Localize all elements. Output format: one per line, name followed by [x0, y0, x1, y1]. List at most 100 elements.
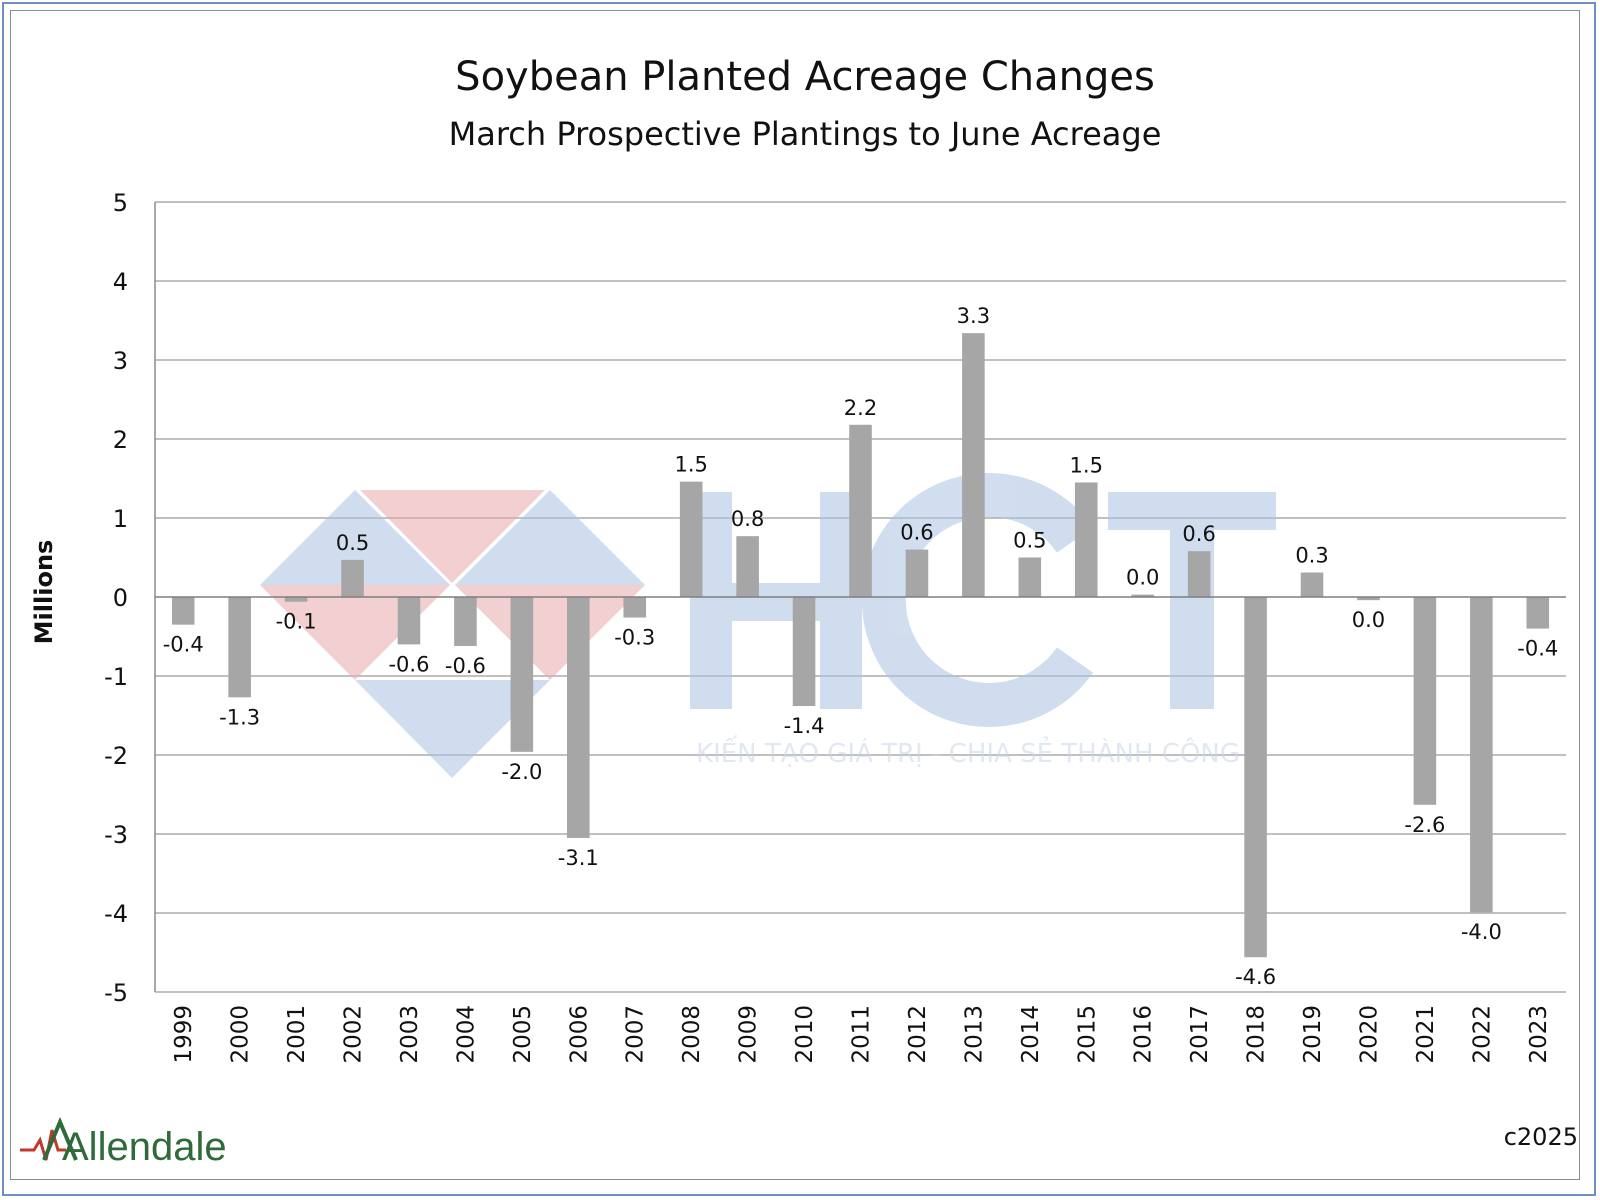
x-tick-label: 2003 [397, 1005, 423, 1064]
bar [567, 597, 590, 838]
watermark: KIẾN TẠO GIÁ TRỊ - CHIA SẺ THÀNH CÔNG [260, 473, 1276, 778]
bars [171, 333, 1550, 958]
watermark-letter-h-bar [690, 583, 862, 621]
logo-text: Allendale [62, 1125, 227, 1169]
bar [1018, 557, 1042, 597]
watermark-letter-t-stem [1170, 492, 1214, 709]
watermark-diamond-right [455, 490, 645, 585]
data-label: -1.3 [219, 705, 260, 729]
x-tick-label: 2007 [623, 1005, 649, 1064]
watermark-diamond-left [260, 490, 450, 585]
data-label: -4.0 [1461, 920, 1502, 944]
data-label: 0.6 [1182, 522, 1215, 546]
copyright: c2025 [1504, 1123, 1578, 1151]
data-label: 0.0 [1352, 608, 1385, 632]
data-label: -0.6 [445, 654, 486, 678]
data-label: 3.3 [957, 304, 990, 328]
x-tick-label: 2005 [510, 1005, 536, 1064]
data-label: -0.4 [1517, 637, 1558, 661]
bar [1300, 572, 1324, 597]
data-label: 0.0 [1126, 566, 1159, 590]
y-axis-label: Millions [30, 540, 58, 645]
x-tick-label: 2000 [228, 1005, 254, 1064]
bar [849, 424, 872, 597]
x-tick-label: 2013 [961, 1005, 987, 1064]
y-tick-label: 1 [113, 505, 128, 533]
x-tick-label: 2010 [792, 1005, 818, 1064]
data-label: 0.6 [900, 521, 933, 545]
y-tick-label: -5 [104, 979, 128, 1007]
bar [510, 597, 534, 752]
y-tick-label: -1 [104, 663, 128, 691]
x-tick-label: 2008 [679, 1005, 705, 1064]
bar [1187, 551, 1211, 597]
bar [1074, 482, 1098, 597]
x-tick-label: 2022 [1469, 1005, 1495, 1064]
bar [341, 559, 364, 597]
x-tick-label: 2014 [1018, 1005, 1044, 1064]
data-label: -1.4 [784, 714, 825, 738]
y-tick-label: 0 [113, 584, 128, 612]
x-tick-label: 2001 [284, 1005, 310, 1064]
x-tick-label: 2009 [736, 1005, 762, 1064]
data-label: -3.1 [558, 846, 599, 870]
watermark-diamond-top [360, 490, 545, 583]
x-tick-label: 2017 [1187, 1005, 1213, 1064]
watermark-letter-c [861, 473, 1094, 727]
bar [792, 597, 816, 707]
chart-title: Soybean Planted Acreage Changes [455, 54, 1155, 100]
x-tick-label: 2015 [1074, 1005, 1100, 1064]
bar [736, 536, 759, 597]
x-tick-label: 2006 [566, 1005, 592, 1064]
bar [171, 597, 195, 625]
bar [1413, 597, 1437, 805]
data-label: 0.8 [731, 507, 764, 531]
data-label: 0.5 [1013, 529, 1046, 553]
bar [962, 333, 985, 597]
data-label: -2.6 [1404, 813, 1445, 837]
bar [1244, 597, 1267, 958]
y-axis-ticks: 5 4 3 2 1 0 -1 -2 -3 -4 -5 [104, 189, 128, 1007]
watermark-tagline: KIẾN TẠO GIÁ TRỊ - CHIA SẺ THÀNH CÔNG [696, 734, 1240, 769]
bar [1470, 597, 1493, 913]
bar [1526, 597, 1550, 629]
bar [454, 597, 477, 646]
x-tick-label: 2002 [341, 1005, 367, 1064]
x-tick-label: 2012 [905, 1005, 931, 1064]
data-label: 2.2 [844, 396, 877, 420]
bar [679, 481, 703, 597]
data-label: -0.6 [388, 652, 429, 676]
bar [284, 597, 308, 602]
bar [1131, 594, 1154, 597]
x-axis-ticks: 1999 2000 2001 2002 2003 2004 2005 2006 2007 2008… [171, 1005, 1552, 1064]
x-tick-label: 2020 [1356, 1005, 1382, 1064]
chart-subtitle: March Prospective Plantings to June Acre… [449, 115, 1162, 153]
data-labels: -0.4 -1.3 -0.1 0.5 -0.6 -0.6 -2.0 -3.1 -0.3 1.5 0.… [163, 304, 1559, 989]
y-tick-label: -2 [104, 742, 128, 770]
bar [1357, 597, 1380, 601]
x-tick-label: 1999 [171, 1005, 197, 1064]
bar [623, 597, 647, 618]
allendale-logo: Allendale [20, 1116, 227, 1169]
data-label: 1.5 [1070, 453, 1103, 477]
data-label: 1.5 [674, 453, 707, 477]
logo-mountain-icon [42, 1116, 78, 1161]
x-tick-label: 2021 [1413, 1005, 1439, 1064]
watermark-diamond-right-bottom [455, 585, 645, 680]
bar [905, 549, 929, 597]
data-label: -4.6 [1235, 965, 1276, 989]
x-tick-label: 2004 [453, 1005, 479, 1064]
data-label: -0.3 [614, 626, 655, 650]
logo-pulse-icon [20, 1129, 66, 1161]
y-tick-label: 5 [113, 189, 128, 217]
y-tick-label: -4 [104, 900, 128, 928]
bar [397, 597, 421, 645]
data-label: -0.1 [276, 610, 317, 634]
x-tick-label: 2011 [849, 1005, 875, 1064]
y-tick-label: -3 [104, 821, 128, 849]
y-tick-label: 2 [113, 426, 128, 454]
data-label: 0.5 [336, 531, 369, 555]
x-tick-label: 2016 [1131, 1005, 1157, 1064]
data-label: 0.3 [1295, 544, 1328, 568]
